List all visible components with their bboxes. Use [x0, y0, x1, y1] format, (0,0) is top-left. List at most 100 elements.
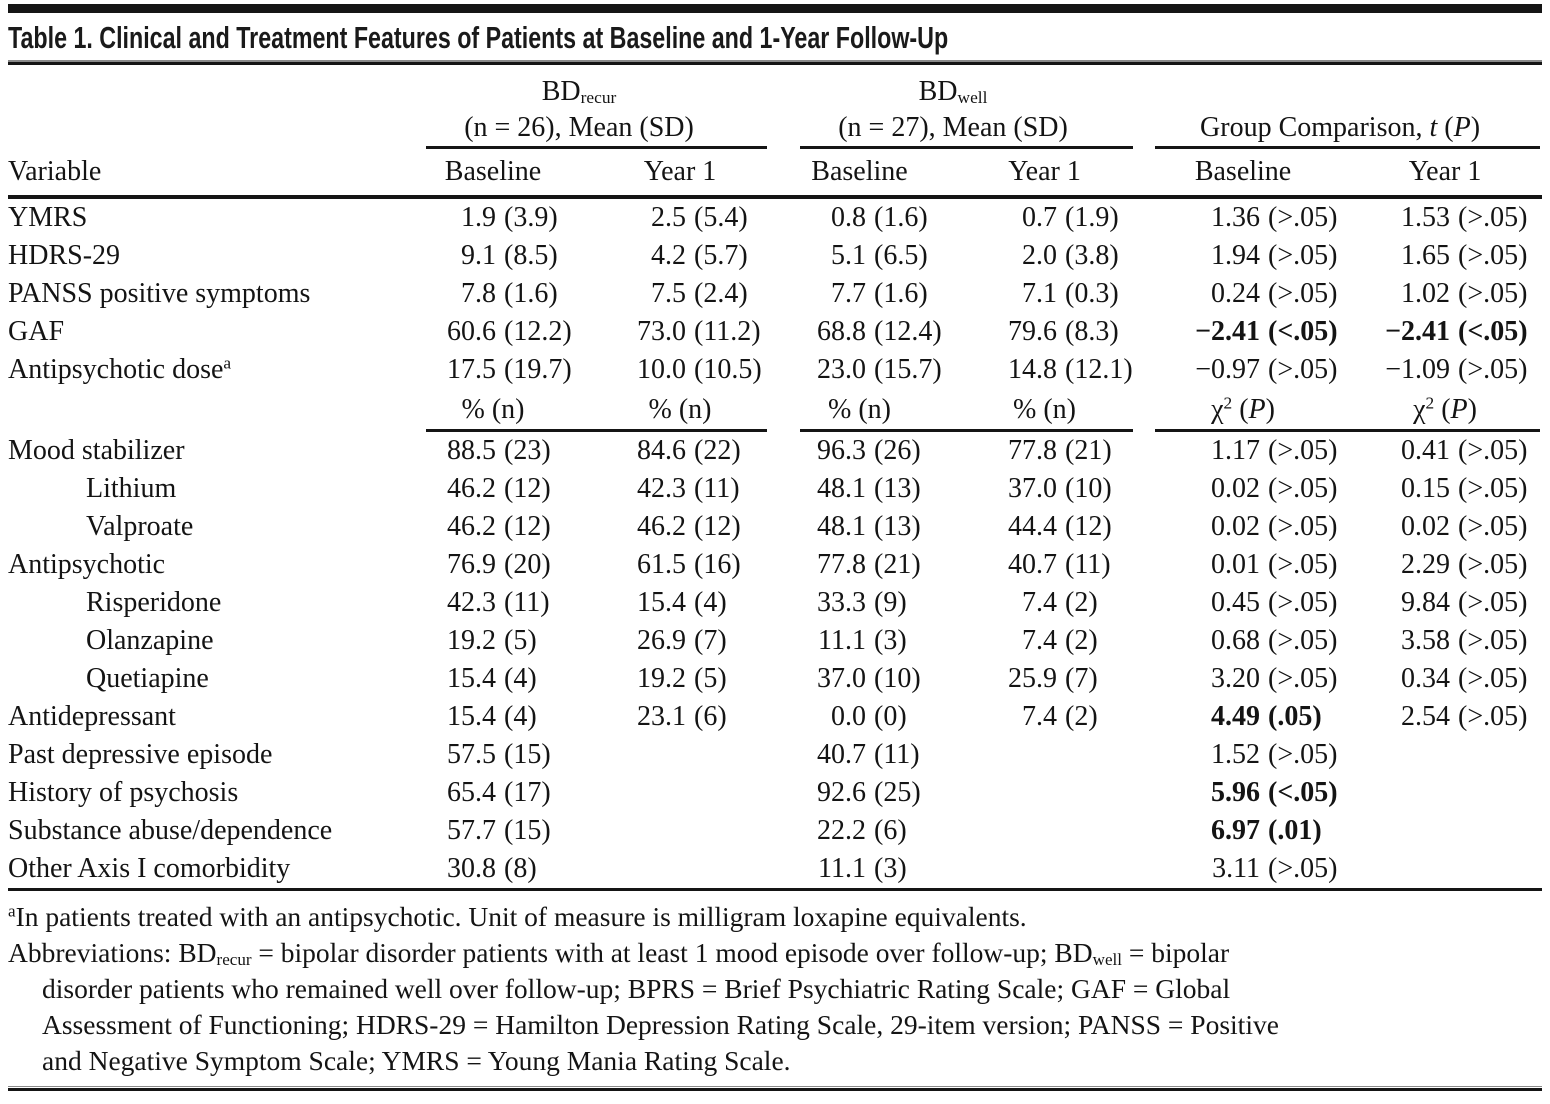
table-row: Antidepressant 15.4 (4) 23.1 (6) 0.0 (0) 7.4 (2)… — [8, 698, 1542, 736]
group-comparison-spacer — [1138, 74, 1542, 110]
column-group-bdrecur: BDrecur (n = 26), Mean (SD) — [390, 70, 768, 146]
table-row: Valproate 46.2 (12) 46.2 (12) 48.1 (13) 44.4 (12… — [8, 508, 1542, 546]
bottom-rule — [8, 1086, 1542, 1091]
table-row: Lithium 46.2 (12) 42.3 (11) 48.1 (13) 37.0 (10) 0… — [8, 470, 1542, 508]
value-cell — [578, 850, 768, 888]
units-row: % (n) % (n) % (n) % (n) χ2 (P) χ2 (P) — [8, 389, 1542, 429]
value-cell: 73.0 (11.2) — [637, 316, 761, 347]
value-cell: 0.02 (>.05) — [1401, 511, 1528, 542]
value-cell: 44.4 (12) — [1008, 511, 1112, 542]
group-bdwell-n: (n = 27), Mean (SD) — [838, 112, 1068, 143]
group-header-row: BDrecur (n = 26), Mean (SD) BDwell (n = … — [8, 70, 1542, 146]
value-cell: 1.17 (>.05) — [1211, 435, 1338, 466]
abbreviation-line: Abbreviations: BDrecur = bipolar disorde… — [8, 937, 1230, 970]
value-cell: 0.8 (1.6) — [831, 202, 928, 233]
value-cell: 42.3 (11) — [447, 587, 550, 618]
variable-column-header: Variable — [8, 156, 102, 187]
value-cell: −2.41 (<.05) — [1195, 316, 1338, 347]
spanner-rule — [1138, 429, 1542, 432]
value-cell: 76.9 (20) — [447, 549, 551, 580]
value-cell: 0.02 (>.05) — [1211, 473, 1338, 504]
value-cell: 48.1 (13) — [817, 473, 921, 504]
table-row: Olanzapine 19.2 (5) 26.9 (7) 11.1 (3) 7.4 (2) 0.6… — [8, 622, 1542, 660]
value-cell: 40.7 (11) — [817, 739, 920, 770]
value-cell: 1.53 (>.05) — [1401, 202, 1528, 233]
value-cell: 46.2 (12) — [637, 511, 741, 542]
value-cell: 68.8 (12.4) — [817, 316, 942, 347]
value-cell: 61.5 (16) — [637, 549, 741, 580]
table-row: Past depressive episode 57.5 (15) 40.7 (11) 1… — [8, 736, 1542, 774]
table-row: Substance abuse/dependence 57.7 (15) 22.2 (6… — [8, 812, 1542, 850]
top-rule — [8, 4, 1542, 13]
value-cell: 65.4 (17) — [447, 777, 551, 808]
value-cell: 92.6 (25) — [817, 777, 921, 808]
value-cell: 22.2 (6) — [817, 815, 907, 846]
value-cell: 33.3 (9) — [817, 587, 907, 618]
unit-spanner-rules — [8, 429, 1542, 432]
value-cell: 37.0 (10) — [1008, 473, 1112, 504]
table-title: Table 1. Clinical and Treatment Features… — [8, 20, 949, 55]
abbreviation-line: Assessment of Functioning; HDRS-29 = Ham… — [42, 1009, 1279, 1040]
value-cell — [1348, 850, 1542, 888]
value-cell: 7.4 (2) — [1022, 701, 1098, 732]
col-comparison-baseline: Baseline — [1194, 156, 1292, 187]
value-cell — [951, 850, 1138, 888]
value-cell: 19.2 (5) — [447, 625, 537, 656]
value-cell: 46.2 (12) — [447, 473, 551, 504]
value-cell: 26.9 (7) — [637, 625, 727, 656]
table-row: YMRS 1.9 (3.9) 2.5 (5.4) 0.8 (1.6) 0.7 (1.9) 1.36… — [8, 199, 1542, 237]
value-cell: 0.41 (>.05) — [1401, 435, 1528, 466]
heavy-rule-cell — [8, 195, 1543, 199]
clinical-table: BDrecur (n = 26), Mean (SD) BDwell (n = … — [8, 70, 1543, 891]
row-label: Olanzapine — [86, 625, 214, 656]
units-spacer — [8, 389, 390, 429]
value-cell: 15.4 (4) — [637, 587, 727, 618]
value-cell: 0.24 (>.05) — [1211, 278, 1338, 309]
unit-cell: % (n) — [648, 394, 712, 425]
value-cell — [578, 774, 768, 812]
value-cell: 1.52 (>.05) — [1211, 739, 1338, 770]
spanner-rule — [768, 429, 1138, 432]
row-label: Past depressive episode — [8, 739, 273, 770]
value-cell — [578, 812, 768, 850]
value-cell: 10.0 (10.5) — [637, 354, 762, 385]
table-row: Antipsychotic 76.9 (20) 61.5 (16) 77.8 (21) 40.… — [8, 546, 1542, 584]
row-label: Quetiapine — [86, 663, 209, 694]
value-cell: 79.6 (8.3) — [1008, 316, 1119, 347]
col-bdwell-year1: Year 1 — [1008, 156, 1081, 187]
group-bdwell-name: BDwell — [918, 76, 988, 108]
value-cell: 7.4 (2) — [1022, 587, 1098, 618]
value-cell: 2.5 (5.4) — [651, 202, 748, 233]
footnote-a: aIn patients treated with an antipsychot… — [8, 901, 1027, 932]
col-bdrecur-year1: Year 1 — [643, 156, 717, 187]
value-cell: 15.4 (4) — [447, 663, 537, 694]
unit-cell: χ2 (P) — [1413, 393, 1477, 425]
spanner-rule-bdwell — [768, 146, 1138, 149]
value-cell: 0.68 (>.05) — [1211, 625, 1338, 656]
value-cell — [578, 736, 768, 774]
table-body: YMRS 1.9 (3.9) 2.5 (5.4) 0.8 (1.6) 0.7 (1.9) 1.36… — [8, 199, 1543, 891]
column-names-row: Variable Baseline Year 1 Baseline Year 1… — [8, 149, 1542, 195]
value-cell: 7.7 (1.6) — [831, 278, 928, 309]
unit-cell: χ2 (P) — [1211, 393, 1275, 425]
value-cell: −1.09 (>.05) — [1385, 354, 1528, 385]
value-cell — [951, 812, 1138, 850]
value-cell: 0.7 (1.9) — [1022, 202, 1119, 233]
value-cell: 77.8 (21) — [1008, 435, 1112, 466]
row-label: GAF — [8, 316, 65, 347]
value-cell: −2.41 (<.05) — [1385, 316, 1528, 347]
value-cell: 0.45 (>.05) — [1211, 587, 1338, 618]
value-cell: 2.0 (3.8) — [1022, 240, 1119, 271]
value-cell: 60.6 (12.2) — [447, 316, 572, 347]
value-cell: 1.9 (3.9) — [461, 202, 558, 233]
group-header-spacer — [8, 70, 390, 146]
value-cell: 23.1 (6) — [637, 701, 727, 732]
group-spanner-rules — [8, 146, 1542, 149]
value-cell: 1.02 (>.05) — [1401, 278, 1528, 309]
value-cell: 77.8 (21) — [817, 549, 921, 580]
value-cell: 40.7 (11) — [1008, 549, 1111, 580]
row-label: YMRS — [8, 202, 88, 233]
value-cell: 3.20 (>.05) — [1211, 663, 1338, 694]
value-cell: 17.5 (19.7) — [447, 354, 572, 385]
value-cell — [1348, 812, 1542, 850]
